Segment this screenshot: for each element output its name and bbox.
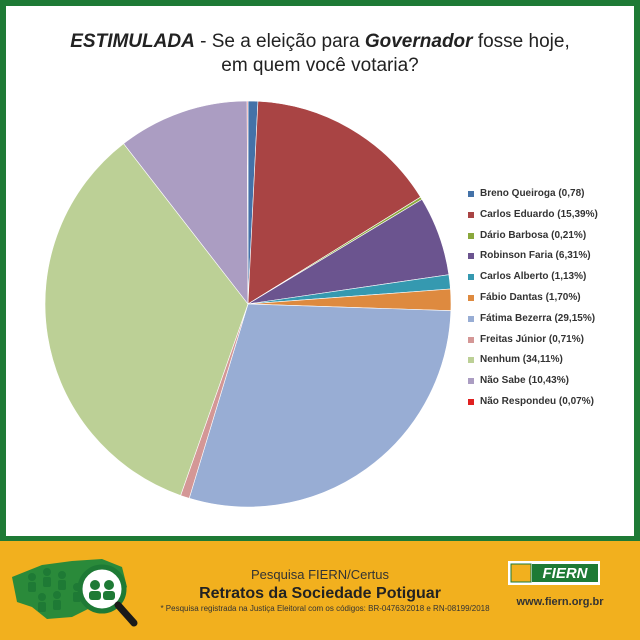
legend-swatch [468, 274, 474, 281]
legend-label: Freitas Júnior (0,71%) [480, 333, 584, 345]
legend-swatch [468, 191, 474, 197]
footer-band: Pesquisa FIERN/Certus Retratos da Socied… [0, 541, 640, 640]
map-people-logo [12, 559, 138, 627]
pie-slice [123, 100, 249, 305]
legend-swatch [468, 211, 474, 218]
legend-label: Fábio Dantas (1,70%) [480, 292, 581, 303]
title-end: fosse hoje, [472, 31, 570, 52]
fiern-logo: FIERN [508, 561, 600, 585]
legend-label: Robinson Faria (6,31%) [480, 250, 591, 262]
pie-slice [44, 143, 249, 496]
legend-swatch [468, 357, 474, 364]
footer-survey-title: Retratos da Sociedade Potiguar [199, 585, 441, 602]
legend-label: Não Sabe (10,43%) [480, 375, 569, 387]
legend-swatch [468, 378, 474, 385]
legend-label: Dário Barbosa (0,21%) [480, 229, 587, 241]
legend-label: Carlos Eduardo (15,39%) [480, 208, 598, 220]
title-line2: em quem você votaria? [221, 55, 419, 76]
legend-swatch [468, 232, 474, 239]
footer-survey-name: Pesquisa FIERN/Certus [251, 567, 389, 582]
legend-label: Fátima Bezerra (29,15%) [480, 312, 596, 324]
title-bold-prefix: ESTIMULADA [70, 31, 195, 52]
legend-label: Breno Queiroga (0,78) [480, 188, 585, 199]
chart-title: ESTIMULADA - Se a eleição para Governado… [0, 30, 640, 78]
legend-swatch [468, 295, 474, 301]
legend-label: Nenhum (34,11%) [480, 354, 563, 366]
legend-swatch [468, 399, 474, 405]
legend-swatch [468, 315, 474, 322]
legend-swatch [468, 253, 474, 260]
title-mid: - Se a eleição para [194, 31, 365, 52]
footer-registration-note: * Pesquisa registrada na Justiça Eleitor… [160, 604, 490, 613]
legend-label: Não Respondeu (0,07%) [480, 396, 594, 407]
legend-swatch [468, 336, 474, 343]
legend-label: Carlos Alberto (1,13%) [480, 271, 587, 283]
footer-url: www.fiern.org.br [516, 596, 604, 608]
pie-slice [246, 100, 249, 305]
magnifier-icon [77, 564, 138, 627]
pie-slice [247, 100, 421, 305]
title-bold-word: Governador [364, 31, 473, 52]
fiern-brand-text: FIERN [543, 565, 589, 582]
pie-chart [44, 100, 452, 508]
people-icons [28, 568, 81, 612]
pie-slice [188, 303, 452, 508]
